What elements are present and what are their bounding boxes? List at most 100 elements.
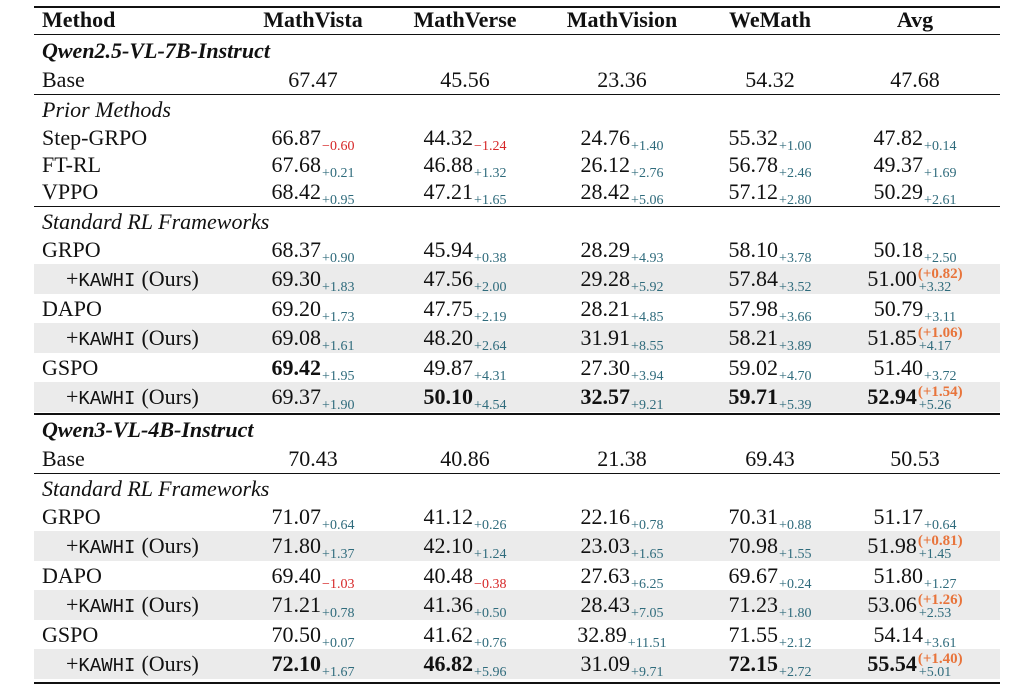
score-cell: 71.21+0.78 bbox=[203, 592, 423, 622]
score-cell: 58.10+3.78 bbox=[660, 237, 880, 267]
delta-label: +0.78 bbox=[322, 606, 355, 621]
score-value: 71.23 bbox=[728, 592, 779, 617]
delta-label: +1.67 bbox=[322, 665, 355, 680]
score-cell: 28.42+5.06 bbox=[512, 179, 732, 209]
score-value: 68.37 bbox=[271, 236, 322, 262]
group-label: Standard RL Frameworks bbox=[42, 209, 270, 234]
score-value: 41.36 bbox=[423, 592, 474, 617]
score-value: 47.75 bbox=[423, 295, 474, 321]
score-cell: 47.21+1.65 bbox=[355, 179, 575, 209]
score-cell: 27.63+6.25 bbox=[512, 563, 732, 593]
score-value: 51.00 bbox=[867, 266, 917, 291]
score-cell: 54.32 bbox=[660, 67, 880, 93]
method-part: (Ours) bbox=[141, 592, 199, 617]
score-value: 51.98 bbox=[867, 533, 917, 558]
score-value: 47.21 bbox=[423, 178, 474, 204]
score-cell: 70.31+0.88 bbox=[660, 504, 880, 534]
column-header: Method bbox=[42, 7, 116, 32]
delta-label: +5.01 bbox=[918, 664, 952, 680]
score-value: 28.42 bbox=[580, 178, 631, 204]
delta-label: +1.69 bbox=[924, 165, 957, 181]
method-name: DAPO bbox=[42, 562, 102, 588]
delta-stack: (+1.06) +4.17 bbox=[918, 325, 963, 353]
delta-stack: (+1.40) +5.01 bbox=[918, 651, 963, 680]
score-value: 29.28 bbox=[580, 266, 631, 291]
score-value: 50.53 bbox=[890, 445, 940, 471]
delta-label: +2.50 bbox=[924, 250, 957, 266]
section-title: Qwen3-VL-4B-Instruct bbox=[42, 417, 254, 442]
delta-label: +0.07 bbox=[322, 635, 355, 651]
score-cell: 45.94+0.38 bbox=[355, 237, 575, 267]
score-cell: 28.43+7.05 bbox=[512, 592, 732, 622]
score-value: 71.55 bbox=[728, 621, 779, 647]
score-cell: 70.50+0.07 bbox=[203, 622, 423, 652]
delta-label: +2.46 bbox=[779, 165, 812, 181]
method-name: VPPO bbox=[42, 178, 99, 204]
highlight-row bbox=[34, 382, 1000, 412]
delta-label: +11.51 bbox=[627, 635, 667, 651]
score-value: 52.94 bbox=[867, 384, 917, 409]
delta-label: +4.70 bbox=[779, 368, 812, 384]
delta-label: −0.60 bbox=[322, 138, 355, 154]
score-value: 45.56 bbox=[440, 66, 490, 92]
score-cell: 45.56 bbox=[355, 67, 575, 93]
score-value: 51.80 bbox=[873, 562, 924, 588]
score-cell: 71.80+1.37 bbox=[203, 533, 423, 563]
score-cell: 56.78+2.46 bbox=[660, 152, 880, 182]
score-value: 51.17 bbox=[873, 503, 924, 529]
highlight-row bbox=[34, 531, 1000, 561]
score-value: 49.87 bbox=[423, 354, 474, 380]
score-cell: 31.09+9.71 bbox=[512, 651, 732, 681]
score-value: 69.43 bbox=[745, 445, 795, 471]
score-cell: 31.91+8.55 bbox=[512, 325, 732, 355]
delta-label: +3.61 bbox=[924, 635, 957, 651]
score-value: 21.38 bbox=[597, 445, 647, 471]
score-value: 70.43 bbox=[288, 445, 338, 471]
delta-label: +3.89 bbox=[779, 339, 812, 354]
delta-label: +9.71 bbox=[631, 665, 664, 680]
score-value: 72.15 bbox=[728, 651, 779, 676]
score-cell: 22.16+0.78 bbox=[512, 504, 732, 534]
delta-label: +3.32 bbox=[918, 279, 952, 295]
score-value: 69.37 bbox=[271, 384, 322, 409]
score-value: 48.20 bbox=[423, 325, 474, 350]
score-cell: 68.37+0.90 bbox=[203, 237, 423, 267]
delta-label: +1.32 bbox=[474, 165, 507, 181]
score-cell: 32.57+9.21 bbox=[512, 384, 732, 414]
method-part: + bbox=[66, 266, 79, 291]
score-cell: 53.06 (+1.26) +2.53 bbox=[805, 592, 1020, 620]
score-value: 41.62 bbox=[423, 621, 474, 647]
delta-label: +0.24 bbox=[779, 576, 812, 592]
score-value: 28.29 bbox=[580, 236, 631, 262]
delta-label: +5.96 bbox=[474, 665, 507, 680]
score-cell: 50.29+2.61 bbox=[805, 179, 1020, 209]
score-cell: 32.89+11.51 bbox=[512, 622, 732, 652]
score-value: 70.31 bbox=[728, 503, 779, 529]
column-header: Avg bbox=[896, 7, 934, 32]
delta-label: −0.38 bbox=[474, 576, 507, 592]
score-cell: 40.86 bbox=[355, 446, 575, 472]
delta-label: +0.76 bbox=[474, 635, 507, 651]
score-cell: 69.43 bbox=[660, 446, 880, 472]
score-value: 41.12 bbox=[423, 503, 474, 529]
delta-label: +2.64 bbox=[474, 339, 507, 354]
delta-label: +1.95 bbox=[322, 368, 355, 384]
delta-label: +0.78 bbox=[631, 517, 664, 533]
delta-label: +4.93 bbox=[631, 250, 664, 266]
table-rule bbox=[34, 94, 1000, 95]
delta-label: +1.73 bbox=[322, 309, 355, 325]
score-value: 57.12 bbox=[728, 178, 779, 204]
delta-label: +0.26 bbox=[474, 517, 507, 533]
score-cell: 59.02+4.70 bbox=[660, 355, 880, 385]
score-value: 72.10 bbox=[271, 651, 322, 676]
method-name: +KAWHI (Ours) bbox=[66, 384, 199, 412]
table-rule bbox=[34, 413, 1000, 415]
score-value: 54.14 bbox=[873, 621, 924, 647]
score-value: 68.42 bbox=[271, 178, 322, 204]
method-part: (Ours) bbox=[141, 533, 199, 558]
score-value: 31.09 bbox=[580, 651, 631, 676]
method-name: Step-GRPO bbox=[42, 124, 148, 150]
method-part: (Ours) bbox=[141, 266, 199, 291]
highlight-row bbox=[34, 649, 1000, 679]
table-rule bbox=[34, 473, 1000, 474]
